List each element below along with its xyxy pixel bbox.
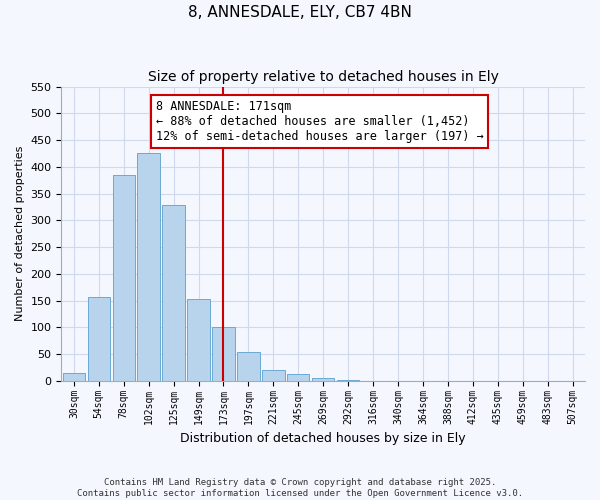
Text: Contains HM Land Registry data © Crown copyright and database right 2025.
Contai: Contains HM Land Registry data © Crown c… [77,478,523,498]
Y-axis label: Number of detached properties: Number of detached properties [15,146,25,322]
Bar [62,373,85,381]
X-axis label: Distribution of detached houses by size in Ely: Distribution of detached houses by size … [181,432,466,445]
Bar [262,370,284,381]
Title: Size of property relative to detached houses in Ely: Size of property relative to detached ho… [148,70,499,84]
Bar [312,378,334,381]
Bar [113,175,135,381]
Bar [287,374,310,381]
Bar [337,380,359,381]
Bar [163,206,185,381]
Text: 8, ANNESDALE, ELY, CB7 4BN: 8, ANNESDALE, ELY, CB7 4BN [188,5,412,20]
Bar [237,352,260,381]
Bar [212,326,235,381]
Text: 8 ANNESDALE: 171sqm
← 88% of detached houses are smaller (1,452)
12% of semi-det: 8 ANNESDALE: 171sqm ← 88% of detached ho… [155,100,484,143]
Bar [137,154,160,381]
Bar [88,297,110,381]
Bar [187,299,210,381]
